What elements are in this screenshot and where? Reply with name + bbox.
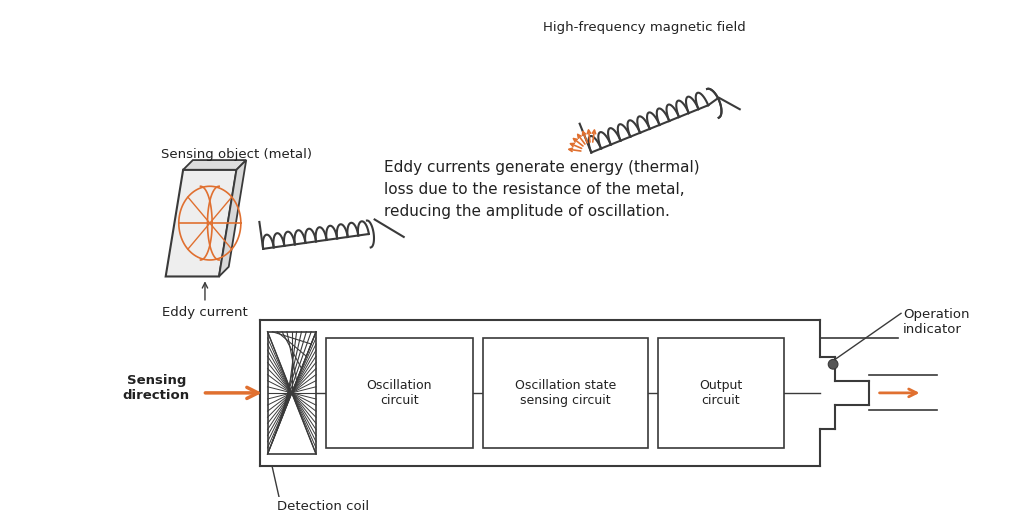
Polygon shape — [166, 170, 237, 276]
Polygon shape — [219, 160, 246, 276]
Circle shape — [828, 359, 838, 369]
Bar — [657, 337, 783, 448]
Bar — [267, 332, 316, 454]
Text: Sensing object (metal): Sensing object (metal) — [161, 148, 312, 161]
Bar — [483, 337, 648, 448]
Text: Eddy current: Eddy current — [162, 283, 248, 318]
Text: Sensing
direction: Sensing direction — [123, 374, 189, 402]
Bar — [326, 337, 473, 448]
Text: High-frequency magnetic field: High-frequency magnetic field — [543, 22, 745, 34]
Text: Operation
indicator: Operation indicator — [903, 309, 970, 336]
Text: Eddy currents generate energy (thermal)
loss due to the resistance of the metal,: Eddy currents generate energy (thermal) … — [384, 160, 699, 220]
Text: Oscillation state
sensing circuit: Oscillation state sensing circuit — [515, 379, 616, 407]
Text: Detection coil: Detection coil — [278, 500, 370, 512]
Text: Oscillation
circuit: Oscillation circuit — [367, 379, 432, 407]
Polygon shape — [183, 160, 246, 170]
Text: Output
circuit: Output circuit — [699, 379, 742, 407]
